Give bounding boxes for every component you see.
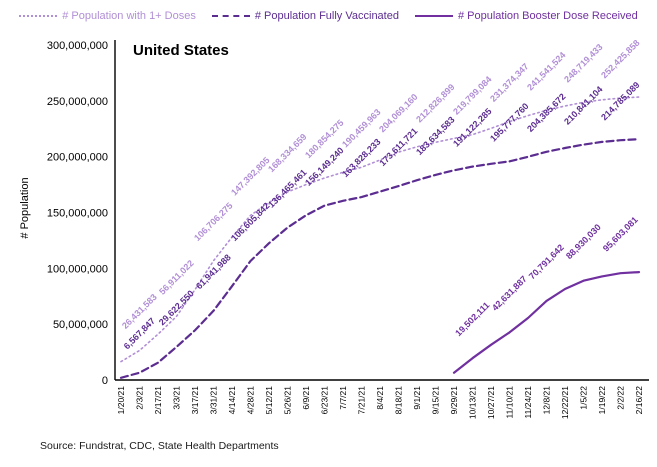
x-tick-label: 2/2/22 bbox=[616, 386, 626, 410]
data-label: 195,777,760 bbox=[488, 101, 530, 143]
x-tick-label: 11/24/21 bbox=[523, 386, 533, 419]
series-line-2 bbox=[119, 138, 641, 379]
x-tick-label: 12/22/21 bbox=[560, 386, 570, 419]
y-tick-label: 0 bbox=[102, 375, 108, 387]
legend-swatch-solid-line bbox=[414, 15, 453, 17]
x-tick-label: 7/7/21 bbox=[338, 386, 348, 410]
chart-title: United States bbox=[133, 42, 229, 59]
x-tick-label: 7/21/21 bbox=[357, 386, 367, 415]
x-tick-label: 4/14/21 bbox=[227, 386, 237, 415]
legend-item-2: # Population Fully Vaccinated bbox=[211, 10, 399, 22]
legend-label: # Population Fully Vaccinated bbox=[254, 10, 399, 22]
data-label: 252,425,858 bbox=[599, 38, 641, 80]
x-tick-label: 2/3/21 bbox=[135, 386, 145, 410]
y-tick-label: 200,000,000 bbox=[47, 152, 108, 164]
chart-legend: # Population with 1+ Doses # Population F… bbox=[0, 6, 657, 26]
y-axis-title: # Population bbox=[19, 177, 31, 239]
data-label: 106,706,275 bbox=[192, 200, 234, 242]
x-tick-label: 10/27/21 bbox=[486, 386, 496, 419]
data-label: 241,541,524 bbox=[525, 50, 567, 92]
x-tick-label: 8/4/21 bbox=[375, 386, 385, 410]
y-tick-label: 50,000,000 bbox=[53, 319, 108, 331]
data-label: 248,719,433 bbox=[562, 42, 604, 84]
x-tick-label: 10/13/21 bbox=[468, 386, 478, 419]
x-tick-label: 11/10/21 bbox=[505, 386, 515, 419]
x-tick-label: 9/15/21 bbox=[431, 386, 441, 415]
data-label: 88,930,030 bbox=[564, 222, 603, 261]
data-label: 147,392,805 bbox=[229, 155, 271, 197]
data-label: 106,605,842 bbox=[229, 201, 271, 243]
legend-label: # Population Booster Dose Received bbox=[457, 10, 638, 22]
legend-item-1: # Population with 1+ Doses bbox=[19, 10, 196, 22]
data-label: 204,385,672 bbox=[525, 91, 567, 133]
x-tick-label: 1/20/21 bbox=[116, 386, 126, 415]
x-tick-label: 2/17/21 bbox=[153, 386, 163, 415]
data-label: 42,631,887 bbox=[490, 274, 529, 313]
x-tick-label: 3/3/21 bbox=[172, 386, 182, 410]
x-tick-label: 3/17/21 bbox=[190, 386, 200, 415]
y-tick-label: 300,000,000 bbox=[47, 40, 108, 52]
x-tick-label: 1/19/22 bbox=[597, 386, 607, 415]
data-label: 210,841,104 bbox=[562, 84, 604, 126]
source-note: Source: Fundstrat, CDC, State Health Dep… bbox=[40, 440, 279, 452]
y-tick-label: 150,000,000 bbox=[47, 208, 108, 220]
x-tick-label: 9/29/21 bbox=[449, 386, 459, 415]
y-tick-label: 250,000,000 bbox=[47, 96, 108, 108]
x-tick-label: 2/16/22 bbox=[634, 386, 644, 415]
legend-swatch-dashed-line bbox=[211, 15, 250, 17]
x-tick-label: 3/31/21 bbox=[209, 386, 219, 415]
data-label: 70,791,642 bbox=[527, 242, 566, 281]
x-tick-label: 9/1/21 bbox=[412, 386, 422, 410]
data-label: 231,374,347 bbox=[488, 61, 530, 103]
data-label: 19,502,111 bbox=[453, 300, 491, 338]
legend-label: # Population with 1+ Doses bbox=[62, 10, 196, 22]
data-label: 61,941,988 bbox=[194, 252, 233, 291]
x-tick-label: 6/23/21 bbox=[320, 386, 330, 415]
x-tick-label: 6/9/21 bbox=[301, 386, 311, 410]
x-tick-label: 8/18/21 bbox=[394, 386, 404, 415]
x-tick-label: 5/26/21 bbox=[283, 386, 293, 415]
x-tick-label: 1/5/22 bbox=[579, 386, 589, 410]
series-line-1 bbox=[120, 96, 640, 363]
legend-item-3: # Population Booster Dose Received bbox=[414, 10, 638, 22]
x-tick-label: 5/12/21 bbox=[264, 386, 274, 415]
y-tick-label: 100,000,000 bbox=[47, 263, 108, 275]
data-label: 95,603,081 bbox=[601, 215, 640, 254]
x-tick-label: 12/8/21 bbox=[542, 386, 552, 415]
series-line-3 bbox=[452, 271, 641, 374]
data-label: 214,785,089 bbox=[599, 80, 641, 122]
legend-swatch-dotted-line bbox=[19, 15, 58, 17]
x-tick-label: 4/28/21 bbox=[246, 386, 256, 415]
